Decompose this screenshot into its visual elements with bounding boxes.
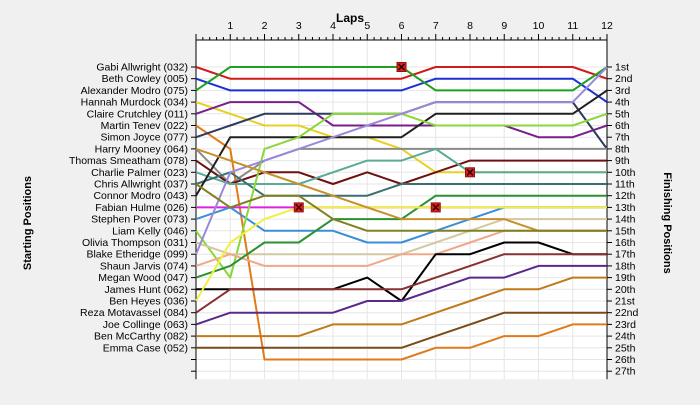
finish-position-label: 26th	[615, 354, 636, 366]
starting-position-label: Beth Cowley (005)	[102, 73, 188, 85]
starting-position-label: Stephen Pover (073)	[91, 214, 188, 226]
series-line	[195, 253, 607, 314]
starting-position-label: Megan Wood (047)	[98, 272, 188, 284]
starting-position-label: Emma Case (052)	[103, 342, 188, 354]
chart-title: Laps	[335, 11, 364, 25]
finish-position-label: 9th	[615, 155, 630, 167]
finish-position-label: 13th	[615, 202, 636, 214]
finish-position-label: 1st	[615, 62, 629, 74]
lap-tick-label: 2	[262, 20, 268, 32]
series-line	[196, 311, 607, 349]
starting-position-label: Ben McCarthy (082)	[94, 331, 188, 343]
lap-tick-label: 3	[296, 20, 302, 32]
series-line	[195, 66, 608, 80]
finish-position-label: 24th	[615, 331, 636, 343]
series-line	[195, 89, 608, 197]
starting-position-label: Alexander Modro (075)	[81, 85, 188, 97]
lap-tick-label: 6	[399, 20, 405, 32]
finish-position-label: 10th	[615, 167, 636, 179]
finish-position-label: 6th	[615, 120, 630, 132]
finish-position-label: 3rd	[615, 85, 630, 97]
lap-tick-label: 7	[433, 20, 439, 32]
starting-position-label: Simon Joyce (077)	[100, 132, 188, 144]
lap-tick-label: 5	[364, 20, 370, 32]
retired-marker-cross	[432, 203, 440, 211]
finish-position-label: 14th	[615, 214, 636, 226]
finish-position-label: 18th	[615, 260, 636, 272]
starting-position-label: Olivia Thompson (031)	[82, 237, 188, 249]
starting-position-label: Liam Kelly (046)	[112, 225, 188, 237]
series-line	[195, 264, 607, 326]
finish-position-label: 2nd	[615, 73, 633, 85]
series-line	[195, 77, 608, 103]
finish-position-label: 19th	[615, 272, 636, 284]
retired-marker-cross	[295, 203, 303, 211]
starting-position-label: Reza Motavassel (084)	[80, 307, 188, 319]
starting-position-label: Shaun Jarvis (074)	[100, 260, 188, 272]
starting-position-label: Hannah Murdock (034)	[81, 97, 188, 109]
finish-position-label: 20th	[615, 284, 636, 296]
lap-tick-label: 1	[227, 20, 233, 32]
lap-tick-label: 8	[467, 20, 473, 32]
finish-position-label: 27th	[615, 366, 636, 378]
starting-position-label: Claire Crutchley (011)	[87, 108, 188, 120]
starting-position-label: Fabian Hulme (026)	[95, 202, 188, 214]
starting-position-label: Blake Etheridge (099)	[86, 249, 188, 261]
starting-position-label: Ben Heyes (036)	[109, 296, 188, 308]
series-line	[196, 276, 607, 338]
lap-tick-label: 9	[501, 20, 507, 32]
starting-position-label: Charlie Palmer (023)	[91, 167, 188, 179]
finish-position-label: 7th	[615, 132, 630, 144]
finish-position-label: 8th	[615, 143, 630, 155]
finish-position-label: 4th	[615, 97, 630, 109]
starting-position-label: Harry Mooney (064)	[95, 143, 188, 155]
starting-position-label: Thomas Smeatham (078)	[69, 155, 188, 167]
starting-position-label: Joe Collinge (063)	[103, 319, 188, 331]
lap-tick-label: 4	[330, 20, 336, 32]
finish-position-label: 23rd	[615, 319, 636, 331]
starting-position-label: Martin Tenev (022)	[101, 120, 188, 132]
finish-position-label: 16th	[615, 237, 636, 249]
finish-position-label: 22nd	[615, 307, 639, 319]
lap-tick-label: 11	[567, 20, 578, 32]
finish-position-label: 17th	[615, 249, 636, 261]
series-line	[195, 101, 608, 139]
finish-position-label: 11th	[615, 179, 635, 191]
starting-position-label: Gabi Allwright (032)	[96, 62, 188, 74]
finish-position-label: 15th	[615, 225, 636, 237]
retired-marker-cross	[466, 168, 474, 176]
finish-position-label: 12th	[615, 190, 636, 202]
lap-tick-label: 10	[533, 20, 545, 32]
finish-position-label: 21st	[615, 296, 635, 308]
series-line	[195, 124, 607, 361]
series-line	[195, 66, 608, 255]
series-line	[195, 206, 607, 302]
retired-marker-cross	[397, 63, 406, 71]
starting-position-label: Connor Modro (043)	[93, 190, 188, 202]
series-line	[195, 183, 607, 232]
lap-tick-label: 12	[601, 20, 613, 32]
series-line	[195, 147, 607, 185]
starting-position-label: Chris Allwright (037)	[94, 179, 188, 191]
starting-position-label: James Hunt (062)	[105, 284, 188, 296]
finish-position-label: 25th	[615, 342, 636, 354]
finish-position-label: 5th	[615, 108, 630, 120]
